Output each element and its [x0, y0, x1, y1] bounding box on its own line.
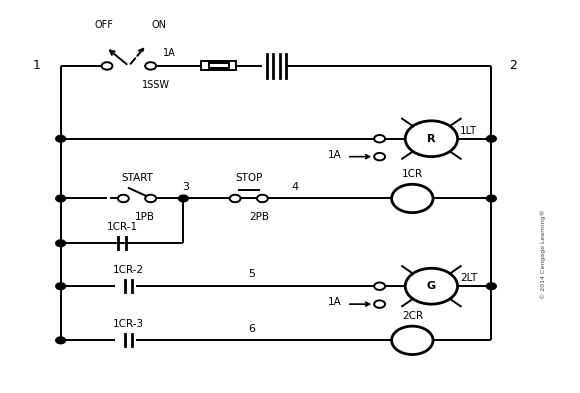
Circle shape	[145, 62, 156, 70]
Text: 1CR: 1CR	[402, 169, 423, 179]
Circle shape	[56, 240, 66, 247]
Circle shape	[374, 153, 385, 160]
Text: 2LT: 2LT	[461, 273, 477, 283]
Text: 1A: 1A	[328, 297, 342, 307]
Text: 1A: 1A	[164, 48, 176, 58]
Text: 5: 5	[248, 270, 255, 279]
Text: 2CR: 2CR	[402, 310, 423, 321]
Text: OFF: OFF	[95, 20, 114, 31]
Text: 1PB: 1PB	[135, 212, 155, 222]
Text: R: R	[427, 134, 436, 144]
Text: © 2014 Cengage Learning®: © 2014 Cengage Learning®	[541, 209, 546, 299]
Text: 1CR-3: 1CR-3	[113, 319, 144, 329]
Circle shape	[56, 283, 66, 290]
Text: 2: 2	[509, 59, 517, 72]
Text: 3: 3	[183, 182, 190, 192]
Circle shape	[487, 135, 496, 142]
Circle shape	[56, 195, 66, 202]
Circle shape	[118, 195, 129, 202]
Text: G: G	[427, 281, 436, 291]
Circle shape	[374, 283, 385, 290]
Text: 1CR-2: 1CR-2	[113, 265, 144, 275]
Circle shape	[405, 121, 458, 157]
Circle shape	[56, 135, 66, 142]
Text: ON: ON	[151, 20, 166, 31]
Circle shape	[179, 195, 188, 202]
Circle shape	[405, 268, 458, 304]
FancyBboxPatch shape	[209, 63, 229, 68]
Text: 1A: 1A	[328, 150, 342, 160]
Text: START: START	[121, 173, 153, 183]
Circle shape	[56, 337, 66, 344]
Text: 1CR-1: 1CR-1	[107, 222, 137, 232]
Text: 1LT: 1LT	[461, 126, 477, 136]
Text: 2PB: 2PB	[249, 212, 270, 222]
Circle shape	[374, 135, 385, 142]
FancyBboxPatch shape	[201, 61, 237, 70]
Text: 1: 1	[32, 59, 40, 72]
Circle shape	[257, 195, 268, 202]
Circle shape	[487, 283, 496, 290]
Circle shape	[102, 62, 113, 70]
Circle shape	[230, 195, 241, 202]
Circle shape	[145, 195, 156, 202]
Text: 1SSW: 1SSW	[142, 80, 170, 90]
Circle shape	[487, 195, 496, 202]
Circle shape	[392, 326, 433, 354]
Text: STOP: STOP	[235, 173, 262, 183]
Circle shape	[374, 300, 385, 308]
Text: 4: 4	[292, 182, 299, 192]
Text: 6: 6	[248, 323, 255, 334]
Circle shape	[392, 184, 433, 213]
